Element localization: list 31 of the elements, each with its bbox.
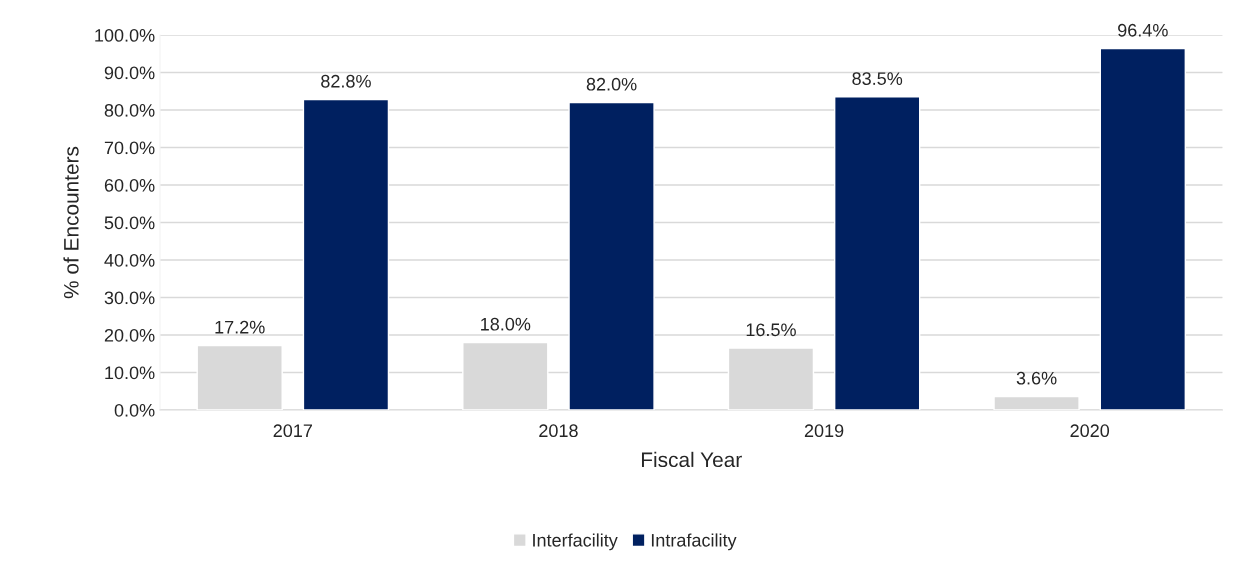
- x-tick-label: 2019: [804, 424, 844, 438]
- data-label: 16.5%: [746, 323, 796, 337]
- bar: [1099, 47, 1187, 410]
- y-tick-label: 30.0%: [104, 291, 155, 305]
- y-axis-title: % of Encounters: [63, 146, 79, 299]
- data-label: 96.4%: [1118, 23, 1168, 37]
- data-label: 82.8%: [321, 74, 371, 88]
- y-tick-label: 20.0%: [104, 328, 155, 342]
- y-tick-label: 50.0%: [104, 216, 155, 230]
- x-tick-label: 2020: [1070, 424, 1110, 438]
- bar: [302, 98, 390, 410]
- y-tick-label: 40.0%: [104, 253, 155, 267]
- data-label: 18.0%: [481, 317, 531, 331]
- y-tick-label: 60.0%: [104, 178, 155, 192]
- data-label: 83.5%: [852, 72, 903, 85]
- legend-label: Interfacility: [533, 533, 618, 551]
- x-axis-title: Fiscal Year: [642, 451, 742, 468]
- x-tick-label: 2017: [273, 424, 312, 438]
- y-tick-label: 10.0%: [105, 366, 155, 380]
- y-tick-label: 70.0%: [104, 141, 155, 155]
- bar: [568, 101, 655, 410]
- legend-label: Intrafacility: [651, 533, 737, 551]
- bar: [833, 96, 921, 410]
- y-tick-label: 80.0%: [104, 103, 155, 117]
- y-tick-label: 100.0%: [95, 28, 155, 42]
- data-label: 3.6%: [1016, 371, 1057, 385]
- y-tick-label: 0.0%: [114, 403, 155, 417]
- data-label: 82.0%: [586, 77, 637, 91]
- data-label: 17.2%: [215, 320, 265, 334]
- x-tick-label: 2018: [539, 424, 578, 438]
- y-tick-label: 90.0%: [104, 66, 155, 80]
